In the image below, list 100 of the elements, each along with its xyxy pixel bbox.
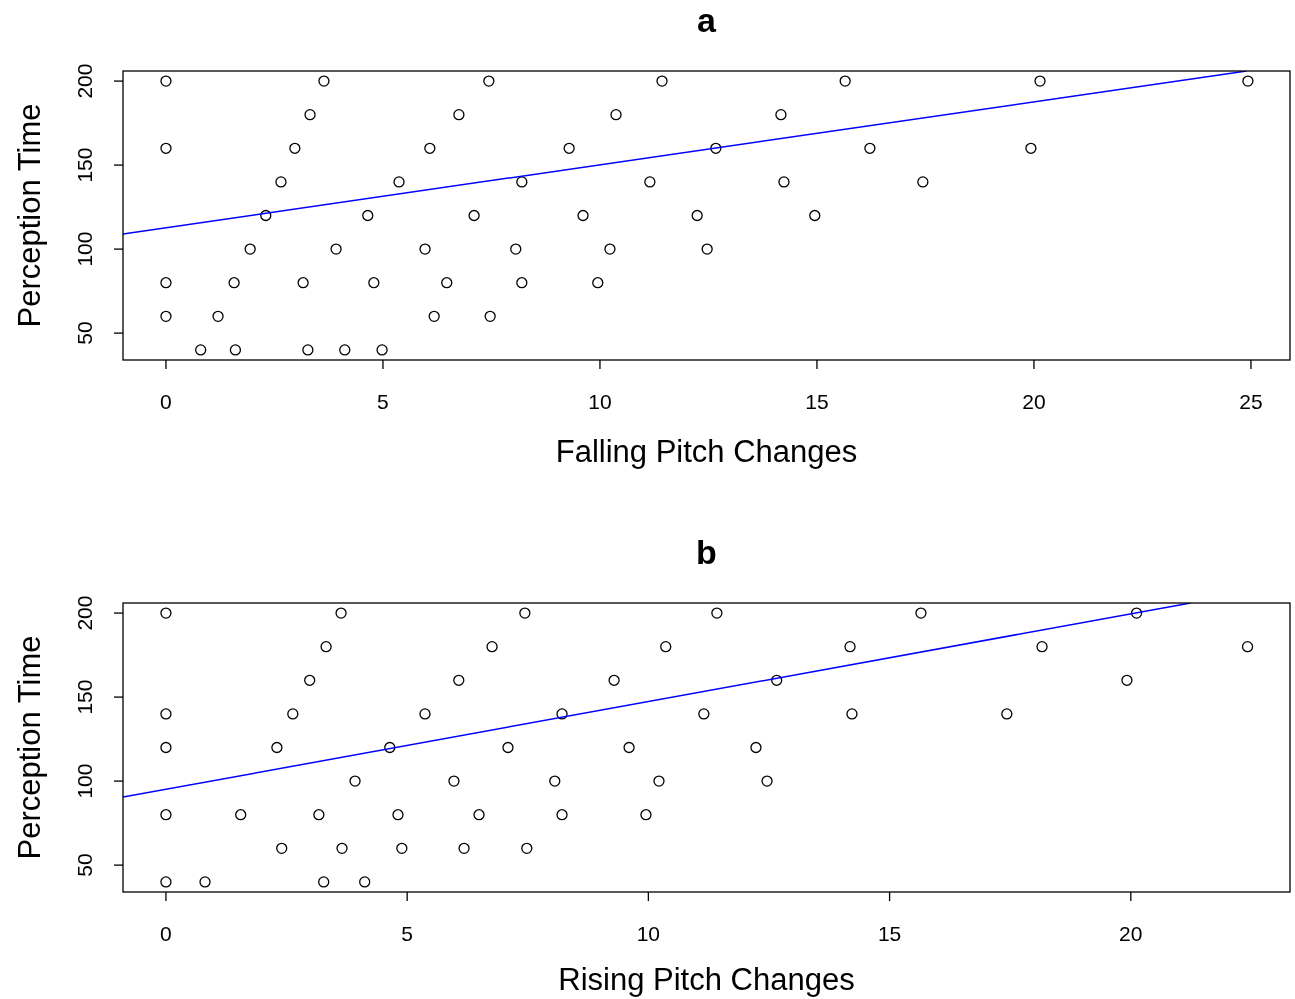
x-tick-label: 5 — [401, 922, 413, 945]
x-tick-label: 20 — [1119, 922, 1143, 945]
point — [640, 809, 652, 821]
point — [160, 809, 172, 821]
point — [287, 708, 299, 720]
x-axis-title: Rising Pitch Changes — [558, 962, 855, 997]
point — [656, 75, 668, 87]
y-tick-label: 100 — [73, 231, 96, 267]
point — [384, 741, 396, 754]
point — [453, 674, 465, 686]
point — [660, 641, 672, 653]
point — [276, 842, 288, 854]
point — [1241, 641, 1254, 653]
point — [691, 209, 703, 222]
point — [1034, 75, 1046, 87]
point — [1130, 607, 1143, 619]
point — [577, 209, 589, 222]
point — [519, 607, 531, 619]
point — [199, 876, 211, 888]
point — [260, 209, 272, 222]
point — [349, 775, 361, 787]
point — [160, 75, 172, 87]
point — [160, 142, 172, 154]
point — [698, 708, 710, 720]
y-tick-label: 150 — [73, 147, 96, 183]
x-tick-label: 15 — [805, 390, 829, 413]
point — [556, 708, 568, 720]
point — [710, 142, 722, 154]
point — [228, 277, 240, 289]
point — [623, 741, 635, 754]
point — [160, 277, 172, 289]
point — [864, 142, 876, 154]
point — [453, 109, 465, 121]
point — [376, 344, 388, 356]
point — [915, 607, 927, 619]
point — [392, 809, 404, 821]
point — [516, 277, 528, 289]
point — [1001, 708, 1013, 720]
point — [419, 243, 431, 255]
point — [458, 842, 470, 854]
point — [750, 741, 762, 754]
point — [339, 344, 351, 356]
point — [917, 176, 929, 188]
point — [484, 310, 496, 322]
point — [335, 607, 347, 619]
point — [516, 176, 528, 188]
point — [393, 176, 405, 188]
point — [336, 842, 348, 854]
point — [549, 775, 561, 787]
point — [297, 277, 309, 289]
point — [212, 310, 224, 322]
point — [604, 243, 616, 255]
point — [419, 708, 431, 720]
x-axis-title: Falling Pitch Changes — [555, 434, 858, 469]
y-axis-title: Perception Time — [12, 635, 47, 860]
chart-title: a — [697, 1, 718, 39]
point — [502, 741, 514, 754]
point — [304, 109, 316, 121]
point — [483, 75, 495, 87]
point — [809, 209, 821, 222]
point — [608, 674, 620, 686]
point — [160, 876, 172, 888]
point — [448, 775, 460, 787]
point — [653, 775, 665, 787]
point — [318, 876, 330, 888]
point — [468, 209, 480, 222]
point — [610, 109, 622, 121]
point — [396, 842, 408, 854]
x-tick-label: 25 — [1239, 390, 1263, 413]
x-tick-label: 15 — [877, 922, 902, 945]
point — [844, 641, 856, 653]
point — [368, 277, 380, 289]
x-tick-label: 10 — [636, 922, 661, 945]
y-tick-label: 50 — [73, 321, 96, 345]
point — [313, 809, 325, 821]
x-tick-label: 0 — [160, 390, 172, 413]
x-tick-label: 5 — [377, 390, 389, 413]
point — [761, 775, 773, 787]
point — [846, 708, 858, 720]
point — [839, 75, 851, 87]
point — [271, 741, 283, 754]
y-tick-label: 50 — [73, 853, 96, 877]
point — [556, 809, 568, 821]
point — [1242, 75, 1254, 87]
point — [330, 243, 342, 255]
point — [592, 277, 604, 289]
x-tick-label: 20 — [1022, 390, 1046, 413]
point — [359, 876, 371, 888]
y-tick-label: 100 — [73, 763, 96, 799]
point — [304, 674, 316, 686]
point — [235, 809, 247, 821]
point — [521, 842, 533, 854]
x-tick-label: 10 — [588, 390, 612, 413]
y-tick-label: 200 — [73, 595, 96, 631]
point — [473, 809, 485, 821]
point — [160, 708, 172, 720]
point — [195, 344, 207, 356]
point — [362, 209, 374, 222]
point — [486, 641, 498, 653]
point — [320, 641, 332, 653]
